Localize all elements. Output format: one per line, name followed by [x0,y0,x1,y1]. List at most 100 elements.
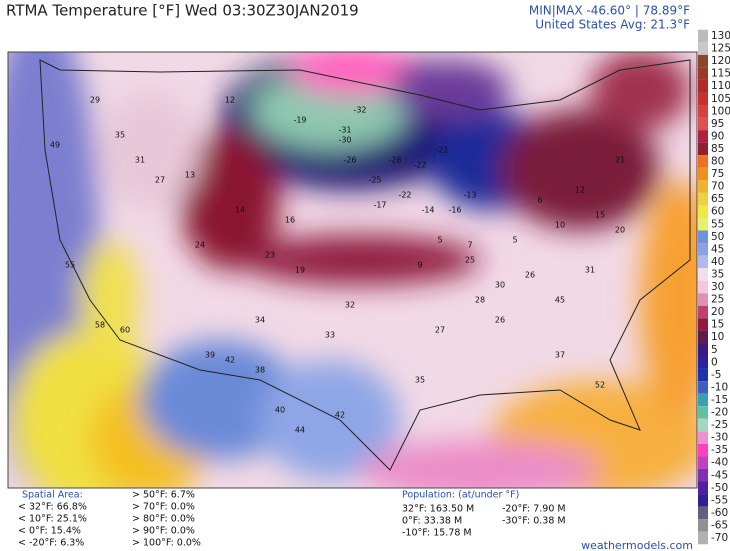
colorbar-label: 55 [711,218,724,230]
population-item: -30°F: 0.38 M [502,516,566,527]
colorbar-label: 25 [711,294,724,306]
colorbar-cell [698,343,708,357]
station-temperature: 60 [120,326,130,335]
colorbar-label: -5 [711,369,721,381]
station-temperature: 38 [255,366,265,375]
station-temperature: -30 [338,136,351,145]
colorbar-label: -10 [711,381,728,393]
station-temperature: 25 [465,256,475,265]
station-temperature: -31 [338,126,351,135]
colorbar-cell [698,406,708,419]
station-temperature: -19 [293,116,306,125]
station-temperature: 31 [135,156,145,165]
colorbar-label: 15 [711,319,724,331]
station-temperature: -22 [413,161,426,170]
colorbar-label: 45 [711,243,724,255]
station-temperature: 35 [415,376,425,385]
station-temperature: -28 [388,156,401,165]
colorbar: 1301251201151101051009590858075706560555… [698,29,730,545]
colorbar-cell [698,506,708,520]
station-temperature: 26 [525,271,535,280]
station-temperature: 12 [225,96,235,105]
spatial-area-item: > 50°F: 6.7% [132,490,195,501]
colorbar-cell [698,130,708,143]
colorbar-cell [698,418,708,432]
colorbar-label: -45 [711,469,728,481]
colorbar-label: 115 [711,68,730,80]
colorbar-cell [698,393,708,407]
colorbar-label: 20 [711,306,724,318]
colorbar-cell [698,456,708,469]
colorbar-cell [698,468,708,482]
colorbar-label: 70 [711,181,724,193]
population-item: -20°F: 7.90 M [502,504,566,515]
colorbar-label: 0 [711,356,718,368]
spatial-area-item: > 80°F: 0.0% [132,514,195,525]
colorbar-label: 105 [711,93,730,105]
station-temperature: 45 [555,296,565,305]
station-temperature: 52 [595,381,605,390]
colorbar-label: 30 [711,281,724,293]
colorbar-cell [698,79,708,93]
station-temperature: 26 [495,316,505,325]
colorbar-label: -25 [711,419,728,431]
colorbar-cell [698,368,708,382]
colorbar-cell [698,431,708,444]
colorbar-label: 50 [711,231,724,243]
station-temperature: 29 [90,96,100,105]
colorbar-cell [698,167,708,181]
colorbar-cell [698,305,708,319]
station-temperature: 27 [435,326,445,335]
station-temperature: 34 [255,316,265,325]
station-temperature: 33 [325,331,335,340]
colorbar-label: 40 [711,256,724,268]
colorbar-cell [698,117,708,131]
colorbar-label: 100 [711,105,730,117]
colorbar-cell [698,155,708,168]
station-temperature: 7 [467,241,472,250]
station-temperature: -26 [343,156,356,165]
colorbar-label: 65 [711,193,724,205]
colorbar-label: 120 [711,55,730,67]
colorbar-cell [698,192,708,206]
spatial-area-item: < 32°F: 66.8% [18,502,87,513]
station-temperature: 12 [575,186,585,195]
temperature-field [8,52,697,488]
colorbar-label: -40 [711,457,728,469]
spatial-area-item: < 0°F: 15.4% [18,526,81,537]
colorbar-cell [698,105,708,118]
colorbar-cell [698,142,708,156]
colorbar-label: 130 [711,30,730,42]
spatial-area-item: > 100°F: 0.0% [132,538,201,549]
colorbar-cell [698,381,708,394]
station-temperature: 30 [495,281,505,290]
station-temperature: -16 [448,206,461,215]
station-temperature: 21 [615,156,625,165]
colorbar-cell [698,54,708,68]
station-temperature: 23 [265,251,275,260]
station-temperature: 5 [437,236,442,245]
station-temperature: -14 [421,206,434,215]
colorbar-cell [698,92,708,106]
station-temperature: -22 [398,191,411,200]
colorbar-cell [698,29,708,43]
population-item: -10°F: 15.78 M [402,528,472,539]
station-temperature: 55 [65,261,75,270]
map-frame [7,51,698,489]
us-outline [39,59,691,471]
station-temperature: 35 [115,131,125,140]
colorbar-label: -30 [711,432,728,444]
colorbar-label: -20 [711,407,728,419]
colorbar-cell [698,67,708,80]
colorbar-label: -65 [711,519,728,531]
colorbar-cell [698,230,708,244]
colorbar-label: -70 [711,532,728,544]
colorbar-label: 35 [711,268,724,280]
colorbar-label: -60 [711,507,728,519]
colorbar-label: 85 [711,143,724,155]
station-temperature: 15 [595,211,605,220]
station-temperature: 27 [155,176,165,185]
colorbar-cell [698,205,708,218]
station-temperature: 20 [615,226,625,235]
